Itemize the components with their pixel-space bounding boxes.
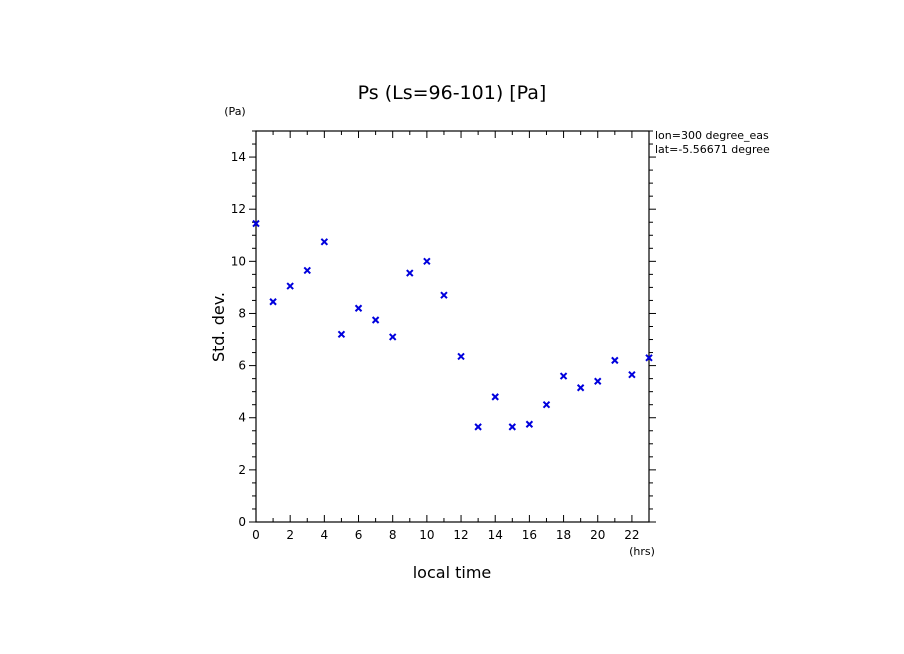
y-tick-label: 6 [238, 359, 246, 373]
data-point [576, 384, 585, 392]
data-point [406, 269, 414, 277]
data-point [269, 298, 277, 306]
x-tick-label: 22 [624, 528, 639, 542]
data-point [611, 356, 619, 365]
data-point [474, 423, 482, 431]
data-point [559, 372, 568, 380]
data-point [337, 330, 346, 339]
data-point [525, 420, 534, 428]
longitude-annotation: lon=300 degree_eas [655, 129, 769, 142]
x-tick-label: 2 [286, 528, 294, 542]
x-tick-label: 14 [488, 528, 503, 542]
plot-frame [255, 130, 650, 523]
data-point [286, 282, 294, 290]
x-tick-label: 0 [252, 528, 260, 542]
x-axis-title: local time [413, 563, 492, 582]
data-point [354, 304, 363, 312]
data-point [423, 257, 431, 266]
data-point [457, 352, 465, 361]
data-point [320, 238, 329, 246]
y-tick-label: 10 [231, 254, 246, 268]
axis-ticks [249, 130, 656, 523]
data-point [303, 266, 311, 275]
x-tick-label: 20 [590, 528, 605, 542]
y-tick-label: 14 [231, 150, 246, 164]
data-points [252, 219, 653, 431]
latitude-annotation: lat=-5.56671 degree [655, 143, 770, 156]
x-tick-label: 10 [419, 528, 434, 542]
x-tick-label: 18 [556, 528, 571, 542]
y-tick-label: 4 [238, 411, 246, 425]
data-point [491, 393, 499, 401]
data-point [645, 354, 653, 362]
y-tick-label: 12 [231, 202, 246, 216]
data-point [542, 400, 551, 409]
x-tick-label: 16 [522, 528, 537, 542]
y-tick-label: 2 [238, 463, 246, 477]
x-tick-label: 8 [389, 528, 397, 542]
data-point [252, 219, 260, 228]
tick-labels: 0 2 4 6 8 10 12 14 16 18 20 22 0 2 4 6 8 10 12 14 [231, 150, 640, 542]
data-point [594, 377, 602, 385]
x-axis-unit: (hrs) [629, 545, 655, 558]
data-point [440, 291, 448, 299]
data-point [628, 371, 636, 379]
y-tick-label: 0 [238, 515, 246, 529]
x-tick-label: 12 [453, 528, 468, 542]
x-tick-label: 6 [355, 528, 363, 542]
data-point [508, 423, 517, 431]
data-point [371, 316, 380, 324]
data-point [388, 333, 397, 341]
x-tick-label: 4 [321, 528, 329, 542]
y-axis-unit: (Pa) [224, 105, 245, 118]
y-tick-label: 8 [238, 306, 246, 320]
y-axis-title: Std. dev. [209, 292, 228, 362]
chart-title: Ps (Ls=96-101) [Pa] [358, 82, 547, 104]
